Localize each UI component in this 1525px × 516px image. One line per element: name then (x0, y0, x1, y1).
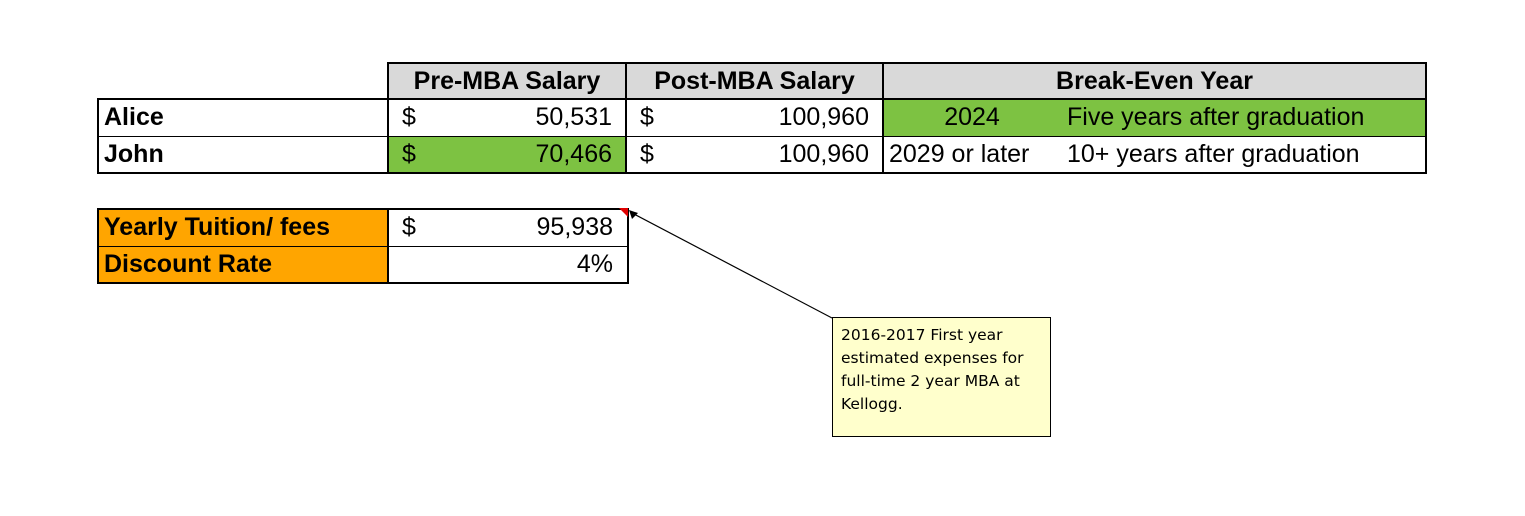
john-post-mba-salary[interactable]: $ 100,960 (626, 136, 883, 173)
alice-break-even-year[interactable]: 2024 (883, 99, 1061, 136)
border-line (387, 208, 389, 284)
border-line (97, 98, 1427, 100)
row-name-john[interactable]: John (104, 140, 164, 168)
border-line (387, 62, 389, 174)
currency-symbol: $ (402, 103, 416, 131)
border-line (97, 98, 99, 174)
john-break-even-note[interactable]: 10+ years after graduation (1067, 140, 1360, 168)
header-break-even-year[interactable]: Break-Even Year (883, 63, 1426, 99)
tuition-label[interactable]: Yearly Tuition/ fees (98, 209, 388, 246)
border-line (97, 136, 1427, 137)
border-line (625, 62, 627, 174)
john-pre-mba-salary[interactable]: $ 70,466 (388, 136, 626, 173)
border-line (387, 62, 1427, 64)
salary-value: 100,960 (778, 140, 869, 168)
tuition-value-cell[interactable]: $ 95,938 (388, 209, 627, 246)
header-post-mba-salary[interactable]: Post-MBA Salary (626, 63, 883, 99)
border-line (627, 208, 629, 284)
discount-rate-label[interactable]: Discount Rate (98, 246, 388, 282)
discount-rate-value-cell[interactable]: 4% (388, 246, 627, 282)
border-line (97, 246, 629, 247)
alice-pre-mba-salary[interactable]: $ 50,531 (388, 99, 626, 136)
border-line (882, 62, 884, 174)
currency-symbol: $ (402, 213, 416, 241)
header-pre-mba-salary[interactable]: Pre-MBA Salary (388, 63, 626, 99)
border-line (1425, 62, 1427, 174)
currency-symbol: $ (640, 103, 654, 131)
border-line (97, 282, 629, 284)
alice-post-mba-salary[interactable]: $ 100,960 (626, 99, 883, 136)
row-name-alice[interactable]: Alice (104, 103, 164, 131)
currency-symbol: $ (640, 140, 654, 168)
currency-symbol: $ (402, 140, 416, 168)
comment-indicator-icon (619, 208, 628, 217)
border-line (97, 208, 99, 284)
cell-comment-box[interactable]: 2016-2017 First year estimated expenses … (832, 317, 1051, 437)
discount-rate-value: 4% (576, 249, 613, 278)
border-line (97, 208, 629, 210)
comment-arrowhead-icon (629, 210, 638, 219)
border-line (97, 172, 1427, 174)
comment-text: 2016-2017 First year estimated expenses … (841, 326, 1024, 413)
salary-value: 50,531 (535, 103, 612, 131)
tuition-value: 95,938 (536, 213, 613, 241)
salary-value: 70,466 (535, 140, 612, 168)
alice-break-even-note[interactable]: Five years after graduation (1061, 99, 1426, 136)
salary-value: 100,960 (778, 103, 869, 131)
john-break-even-year[interactable]: 2029 or later (889, 140, 1030, 168)
